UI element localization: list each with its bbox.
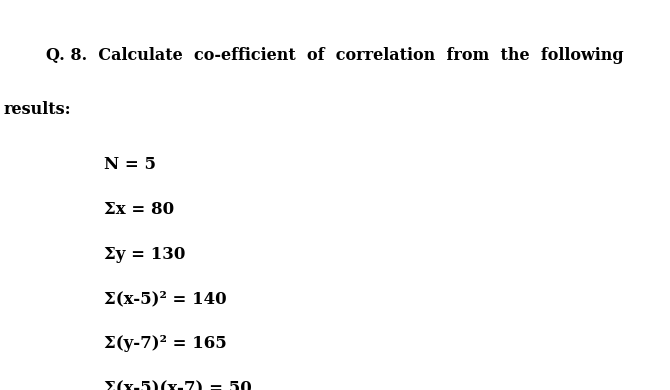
Text: results:: results: — [3, 101, 71, 119]
Text: Σx = 80: Σx = 80 — [104, 201, 174, 218]
Text: Σ(x-5)² = 140: Σ(x-5)² = 140 — [104, 291, 226, 308]
Text: Σy = 130: Σy = 130 — [104, 246, 185, 263]
Text: N = 5: N = 5 — [104, 156, 156, 173]
Text: Q. 8.  Calculate  co-efficient  of  correlation  from  the  following: Q. 8. Calculate co-efficient of correlat… — [46, 47, 624, 64]
Text: Σ(y-7)² = 165: Σ(y-7)² = 165 — [104, 335, 226, 353]
Text: Σ(x-5)(x-7) = 50: Σ(x-5)(x-7) = 50 — [104, 380, 252, 390]
